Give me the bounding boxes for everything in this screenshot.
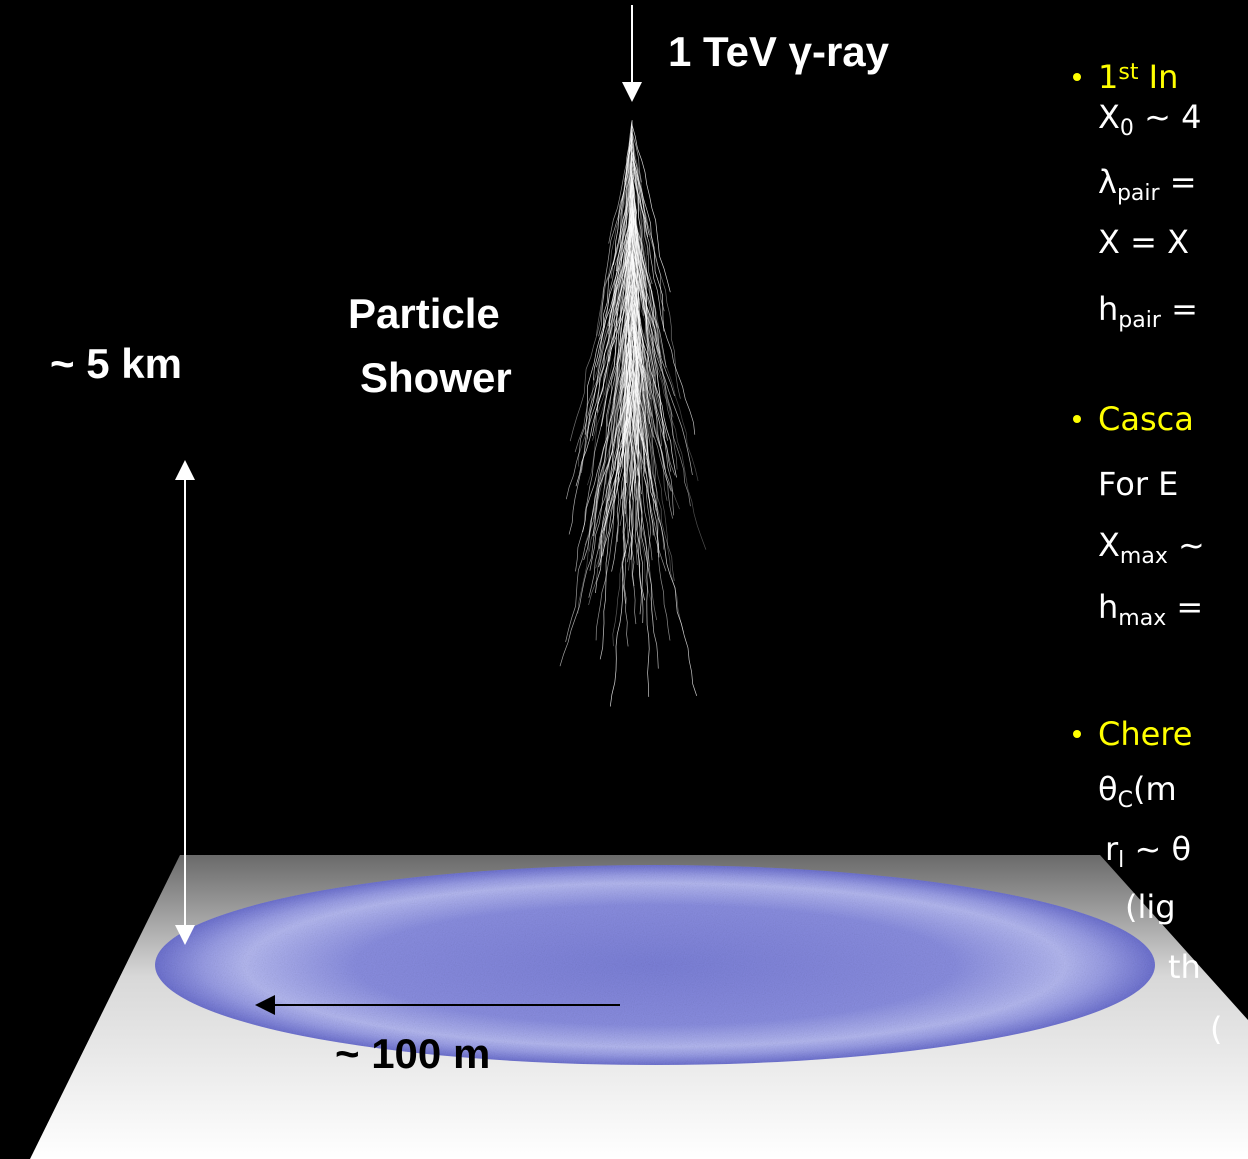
subscript: 0 bbox=[1120, 116, 1134, 141]
text-run: = bbox=[1160, 163, 1197, 201]
bullet-heading: Casca bbox=[1098, 400, 1194, 438]
bullet-line: For E bbox=[1098, 465, 1178, 503]
subscript: pair bbox=[1118, 308, 1162, 333]
text-run: h bbox=[1098, 588, 1118, 626]
text-run: θ bbox=[1098, 770, 1118, 808]
bullet-line: X = X bbox=[1098, 223, 1189, 261]
bullet bbox=[1073, 415, 1081, 423]
text-run: X bbox=[1098, 526, 1120, 564]
text-run: ~ θ bbox=[1124, 830, 1191, 868]
radius-label: ~ 100 m bbox=[335, 1030, 490, 1077]
height-label: ~ 5 km bbox=[50, 340, 182, 387]
text-run: ~ bbox=[1168, 526, 1205, 564]
bullet-heading: Chere bbox=[1098, 715, 1192, 753]
text-run: For E bbox=[1098, 465, 1178, 503]
gamma-label: 1 TeV γ-ray bbox=[668, 28, 890, 75]
bullet-line: X0 ~ 4 bbox=[1098, 98, 1201, 141]
subscript: pair bbox=[1117, 181, 1161, 206]
bullet-line: ( bbox=[1210, 1010, 1222, 1048]
bullet-line: (lig bbox=[1125, 888, 1176, 926]
superscript: st bbox=[1118, 60, 1138, 85]
bullet-heading: 1st In bbox=[1098, 58, 1178, 96]
text-run: λ bbox=[1098, 163, 1117, 201]
bullet bbox=[1073, 730, 1081, 738]
bullet bbox=[1073, 73, 1081, 81]
subscript: max bbox=[1118, 606, 1166, 631]
shower-label: Shower bbox=[360, 354, 512, 401]
shower-label: Particle bbox=[348, 290, 500, 337]
light-pool bbox=[155, 865, 1155, 1065]
text-run: (lig bbox=[1125, 888, 1176, 926]
text-run: 1 bbox=[1098, 58, 1118, 96]
bullet-line: th bbox=[1168, 948, 1201, 986]
subscript: max bbox=[1120, 544, 1168, 569]
bullet-line: rl ~ θ bbox=[1105, 830, 1191, 873]
text-run: X bbox=[1098, 98, 1120, 136]
text-run: = bbox=[1161, 290, 1198, 328]
text-run: In bbox=[1138, 58, 1178, 96]
text-run: = bbox=[1166, 588, 1203, 626]
slide: 1 TeV γ-ray Particle Shower ~ 5 km ~ 100… bbox=[0, 0, 1248, 1159]
text-run: (m bbox=[1133, 770, 1177, 808]
text-run: ( bbox=[1210, 1010, 1222, 1048]
text-run: h bbox=[1098, 290, 1118, 328]
text-run: Casca bbox=[1098, 400, 1194, 438]
text-run: ~ 4 bbox=[1134, 98, 1202, 136]
bullet-line: θC(m bbox=[1098, 770, 1177, 813]
subscript: C bbox=[1118, 788, 1133, 813]
text-run: th bbox=[1168, 948, 1201, 986]
text-run: Chere bbox=[1098, 715, 1192, 753]
text-run: X = X bbox=[1098, 223, 1189, 261]
text-run: r bbox=[1105, 830, 1119, 868]
